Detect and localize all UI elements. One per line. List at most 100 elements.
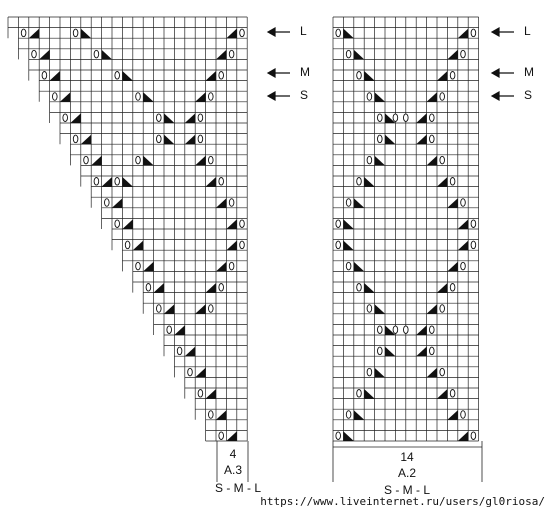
decrease — [457, 28, 469, 39]
yarn-over — [239, 240, 245, 250]
decrease — [39, 49, 50, 60]
decrease — [364, 177, 375, 187]
decrease — [70, 113, 81, 123]
decrease — [426, 92, 437, 102]
yarn-over — [403, 325, 409, 334]
yarn-over — [377, 134, 383, 144]
yarn-over — [439, 155, 445, 165]
decrease — [184, 134, 196, 145]
decrease — [195, 367, 206, 378]
decrease — [60, 92, 71, 102]
decrease — [426, 304, 437, 314]
yarn-over — [218, 283, 224, 292]
yarn-over — [239, 28, 245, 38]
yarn-over — [228, 198, 235, 207]
decrease — [374, 92, 385, 102]
yarn-over — [439, 367, 445, 377]
yarn-over — [460, 410, 466, 419]
yarn-over — [72, 134, 79, 144]
decrease — [416, 113, 427, 123]
decrease — [143, 92, 154, 102]
decrease — [353, 49, 365, 60]
yarn-over — [114, 71, 120, 80]
yarn-over — [345, 49, 352, 59]
yarn-over — [104, 198, 110, 207]
decrease — [426, 155, 437, 166]
yarn-over — [377, 346, 383, 356]
decrease — [164, 113, 175, 123]
yarn-over — [208, 155, 214, 165]
row-arrows — [266, 26, 514, 102]
brackets — [216, 441, 483, 482]
yarn-over — [366, 92, 373, 101]
decrease — [364, 283, 375, 293]
decrease — [91, 155, 102, 166]
yarn-over — [156, 134, 162, 144]
decrease — [80, 28, 92, 39]
arrow-label: S — [524, 88, 532, 102]
decrease — [216, 49, 227, 60]
stitch-count: 14 — [400, 450, 414, 464]
decrease — [374, 367, 385, 378]
decrease — [457, 240, 469, 251]
decrease — [226, 28, 237, 39]
yarn-over — [218, 431, 224, 440]
yarn-over — [208, 410, 214, 419]
yarn-over — [460, 198, 466, 207]
arrow-label: M — [300, 65, 310, 79]
decrease — [132, 240, 144, 251]
yarn-over — [429, 346, 435, 356]
decrease — [385, 134, 396, 145]
decrease — [216, 198, 227, 208]
decrease — [143, 155, 154, 166]
decrease — [122, 177, 133, 187]
decrease — [153, 283, 164, 293]
yarn-over — [470, 28, 477, 38]
yarn-over — [93, 177, 100, 186]
decrease — [226, 431, 237, 441]
decrease — [447, 261, 458, 272]
decrease — [122, 219, 133, 229]
yarn-over — [156, 113, 162, 122]
chart-grids — [7, 16, 479, 442]
yarn-over — [449, 71, 456, 80]
decrease — [101, 49, 112, 60]
decrease — [226, 219, 237, 229]
yarn-over — [335, 240, 341, 250]
decrease — [343, 240, 354, 251]
decrease — [437, 71, 448, 81]
yarn-over — [439, 304, 445, 313]
yarn-over — [429, 113, 435, 122]
decrease — [385, 346, 396, 357]
yarn-over — [366, 367, 373, 377]
yarn-over — [345, 198, 352, 207]
yarn-over — [41, 71, 48, 80]
yarn-over — [345, 261, 352, 271]
yarn-over — [470, 219, 477, 228]
yarn-over — [335, 28, 341, 38]
decrease — [374, 304, 385, 314]
yarn-over — [460, 49, 466, 59]
decrease — [101, 177, 112, 187]
yarn-over — [156, 304, 162, 313]
decrease — [437, 389, 448, 399]
yarn-over — [135, 155, 141, 165]
decrease — [385, 113, 396, 123]
yarn-over — [93, 49, 100, 59]
decrease — [184, 113, 196, 123]
arrow-label: S — [300, 88, 308, 102]
decrease — [457, 219, 469, 229]
yarn-over — [403, 113, 409, 122]
chart-name: A.3 — [224, 463, 242, 477]
decrease — [447, 49, 458, 60]
decrease — [457, 431, 469, 441]
yarn-over — [470, 431, 477, 440]
yarn-over — [335, 431, 341, 440]
decrease — [164, 134, 175, 145]
yarn-over — [439, 92, 445, 101]
decrease — [353, 261, 365, 272]
decrease — [416, 325, 427, 335]
decrease — [205, 389, 216, 399]
yarn-over — [83, 155, 89, 165]
decrease — [205, 283, 216, 293]
